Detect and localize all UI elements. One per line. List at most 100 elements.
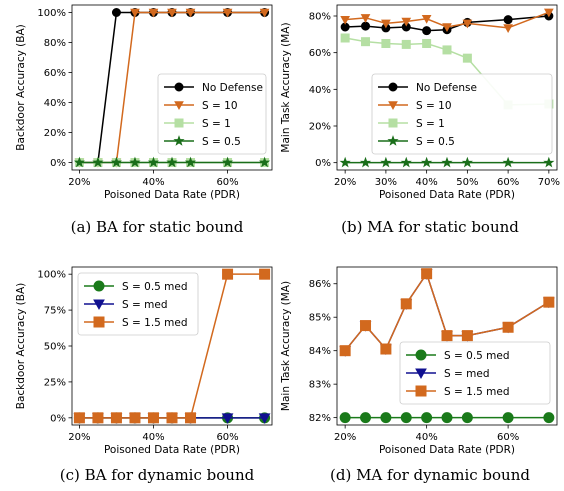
data-point xyxy=(340,33,350,43)
data-point xyxy=(461,330,473,342)
legend: S = 0.5 med S = med S = 1.5 med xyxy=(77,272,199,336)
data-point xyxy=(400,412,412,424)
data-point xyxy=(221,413,234,424)
legend-label: S = 1 xyxy=(202,118,231,130)
data-point xyxy=(462,53,472,63)
data-point xyxy=(340,15,350,25)
legend-marker xyxy=(174,118,184,128)
y-tick-label: 0% xyxy=(315,158,331,169)
legend-label: S = 1.5 med xyxy=(444,386,510,398)
y-tick-label: 100% xyxy=(37,270,66,281)
legend-label: S = 0.5 xyxy=(416,136,455,148)
data-point xyxy=(166,412,178,424)
data-point xyxy=(129,156,141,168)
data-point xyxy=(400,156,412,168)
x-tick-label: 60% xyxy=(497,177,519,188)
x-tick-label: 30% xyxy=(375,177,397,188)
y-axis-label: Main Task Accuracy (MA) xyxy=(280,22,292,152)
y-tick-label: 75% xyxy=(44,306,66,317)
data-point xyxy=(359,156,372,168)
series-s-0-5 xyxy=(73,156,271,168)
data-point xyxy=(258,413,271,424)
data-point xyxy=(185,8,196,18)
legend-marker xyxy=(387,135,399,146)
x-tick-label: 20% xyxy=(68,432,90,443)
y-tick-label: 40% xyxy=(44,98,66,109)
subplot-1: 20% 40% 60%0%20%40%60%80%100%Poisoned Data… xyxy=(15,4,273,236)
legend-marker xyxy=(388,82,398,92)
y-tick-label: 80% xyxy=(44,38,66,49)
y-axis-label: Backdoor Accuracy (BA) xyxy=(15,24,27,151)
data-point xyxy=(148,8,159,18)
y-tick-label: 60% xyxy=(309,48,331,59)
series-s-0-5-med xyxy=(339,412,555,424)
legend-box xyxy=(157,73,267,155)
y-tick-label: 0% xyxy=(50,158,66,169)
data-point xyxy=(421,412,433,424)
data-point xyxy=(422,39,432,48)
data-point xyxy=(110,156,123,168)
data-point xyxy=(441,156,453,168)
series-s-0-5 xyxy=(339,156,555,168)
subplot-caption: (c) BA for dynamic bound xyxy=(60,466,255,484)
data-point xyxy=(381,19,391,29)
data-point xyxy=(184,156,197,168)
legend-marker xyxy=(93,316,105,328)
x-tick-label: 40% xyxy=(416,177,438,188)
y-tick-label: 25% xyxy=(44,377,66,388)
y-tick-label: 83% xyxy=(309,380,331,391)
data-point xyxy=(166,156,178,168)
x-tick-label: 60% xyxy=(216,177,238,188)
data-point xyxy=(73,156,85,168)
legend-marker xyxy=(415,385,427,397)
subplot-caption: (a) BA for static bound xyxy=(71,218,244,236)
data-point xyxy=(147,156,160,168)
data-point xyxy=(461,156,473,168)
data-point xyxy=(129,412,141,424)
series-s-1-5-med xyxy=(73,268,271,424)
data-point xyxy=(503,15,513,25)
data-point xyxy=(360,412,372,424)
x-axis-label: Poisoned Data Rate (PDR) xyxy=(104,189,240,201)
data-point xyxy=(360,14,371,23)
y-tick-label: 100% xyxy=(37,8,66,19)
legend-box xyxy=(371,73,553,155)
data-point xyxy=(421,156,433,168)
data-point xyxy=(130,8,140,18)
data-point xyxy=(259,8,270,18)
data-point xyxy=(421,268,433,280)
data-point xyxy=(339,345,351,357)
data-point xyxy=(185,412,197,424)
x-axis-label: Poisoned Data Rate (PDR) xyxy=(104,444,240,456)
subplot-4: 20% 40% 60% 82% 83% 84% 85% 86% Poisoned Data Ra… xyxy=(280,266,558,484)
data-point xyxy=(259,156,271,168)
data-point xyxy=(461,412,473,424)
data-point xyxy=(222,8,233,18)
data-point xyxy=(222,268,234,280)
data-point xyxy=(360,320,372,332)
data-point xyxy=(503,24,513,33)
data-point xyxy=(92,412,104,424)
data-point xyxy=(544,8,554,18)
x-tick-label: 50% xyxy=(456,177,478,188)
y-tick-label: 60% xyxy=(44,68,66,79)
y-tick-label: 84% xyxy=(309,346,331,357)
legend-label: S = 1 xyxy=(416,118,445,130)
legend-marker xyxy=(93,299,105,311)
y-axis-label: Main Task Accuracy (MA) xyxy=(280,281,292,411)
data-point xyxy=(422,26,432,36)
legend-marker xyxy=(174,82,184,92)
legend-label: S = 10 xyxy=(202,100,238,112)
legend-marker xyxy=(174,101,184,111)
subplot-caption: (d) MA for dynamic bound xyxy=(330,466,530,484)
x-tick-label: 40% xyxy=(416,432,438,443)
plot-area xyxy=(336,4,558,171)
legend-label: S = 0.5 med xyxy=(444,350,510,362)
x-tick-label: 40% xyxy=(142,432,164,443)
data-point xyxy=(339,156,351,168)
data-point xyxy=(502,412,514,424)
legend-marker xyxy=(415,349,427,361)
subplot-caption: (b) MA for static bound xyxy=(341,218,519,236)
data-point xyxy=(442,45,452,55)
legend-marker xyxy=(388,101,398,111)
